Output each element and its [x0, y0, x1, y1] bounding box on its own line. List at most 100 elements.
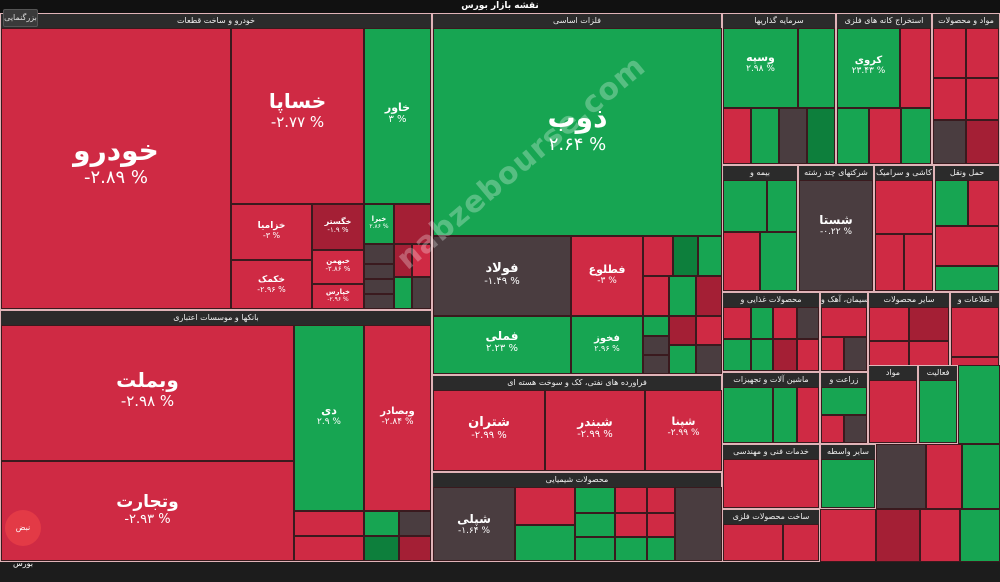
tile-cem-2[interactable]	[821, 337, 844, 371]
tile-metal-small-6[interactable]	[696, 276, 722, 316]
tile-inv-2[interactable]	[798, 28, 835, 108]
tile-shasta[interactable]: شستا -۰.۲۲ %	[799, 180, 873, 291]
tile-ph-1[interactable]	[869, 380, 917, 443]
tile-paper-2[interactable]	[966, 28, 999, 78]
tile-food-4[interactable]	[797, 307, 819, 339]
tile-paper-5[interactable]	[933, 120, 966, 164]
tile-metal-small-9[interactable]	[643, 355, 669, 374]
tile-min-3[interactable]	[837, 108, 869, 164]
tile-tr-2[interactable]	[968, 180, 999, 226]
tile-cem-1[interactable]	[821, 307, 867, 337]
tile-metal-small-3[interactable]	[698, 236, 722, 276]
tile-metal-small-8[interactable]	[643, 336, 669, 355]
tile-wood-1[interactable]	[723, 524, 783, 561]
tile-extra-2[interactable]	[876, 444, 926, 509]
tile-fakhooz[interactable]: فخوز ۲.۹۶ %	[571, 316, 643, 374]
tile-extra-4[interactable]	[962, 444, 1000, 509]
tile-metal-small-5[interactable]	[669, 276, 696, 316]
tile-agr-3[interactable]	[844, 415, 867, 443]
tile-metal-small-10[interactable]	[669, 316, 696, 345]
tile-bank-small-1[interactable]	[294, 511, 364, 536]
tile-tile-1[interactable]	[875, 180, 933, 234]
tile-paper-3[interactable]	[933, 78, 966, 120]
tile-fetolo[interactable]: فطلوع -۳ %	[571, 236, 643, 316]
tile-re-1[interactable]	[919, 380, 957, 443]
tile-op-2[interactable]	[909, 307, 949, 341]
tile-metal-small-13[interactable]	[696, 345, 722, 374]
tile-min-4[interactable]	[869, 108, 901, 164]
tile-mac-3[interactable]	[797, 387, 819, 443]
tile-wood-2[interactable]	[783, 524, 819, 561]
tile-inv-4[interactable]	[751, 108, 779, 164]
tile-eng-1[interactable]	[723, 459, 819, 508]
tile-ins-1[interactable]	[723, 180, 767, 232]
tile-ins-2[interactable]	[767, 180, 797, 232]
tile-tile-3[interactable]	[904, 234, 933, 291]
tile-chem-12[interactable]	[675, 487, 722, 561]
tile-chem-9[interactable]	[647, 487, 675, 513]
tile-auto-small-3[interactable]	[364, 264, 394, 279]
tile-chem-8[interactable]	[615, 537, 647, 561]
tile-food-1[interactable]	[723, 307, 751, 339]
tile-foolad[interactable]: فولاد -۱.۴۹ %	[433, 236, 571, 316]
tile-chem-7[interactable]	[615, 513, 647, 537]
tile-extra-7[interactable]	[920, 509, 960, 562]
tile-extra-5[interactable]	[820, 509, 876, 562]
tile-shepli[interactable]: شپلی -۱.۶۴ %	[433, 487, 515, 561]
tile-extra-1[interactable]	[958, 365, 1000, 444]
tile-chem-11[interactable]	[647, 537, 675, 561]
tile-inv-3[interactable]	[723, 108, 751, 164]
tile-vebsader[interactable]: وبصادر -۲.۸۴ %	[364, 325, 431, 511]
tile-shetran[interactable]: شتران -۲.۹۹ %	[433, 390, 545, 471]
tile-food-8[interactable]	[797, 339, 819, 371]
tile-auto-small-9[interactable]	[412, 277, 431, 309]
tile-kharis[interactable]: خپارس -۲.۹۶ %	[312, 284, 364, 309]
tile-tr-4[interactable]	[935, 266, 999, 291]
tile-bank-small-4[interactable]	[364, 536, 399, 561]
tile-food-2[interactable]	[751, 307, 773, 339]
tile-auto-small-5[interactable]	[364, 294, 394, 309]
tile-metal-small-1[interactable]	[643, 236, 673, 276]
tile-di[interactable]: دی ۲.۹ %	[294, 325, 364, 511]
tile-auto-small-8[interactable]	[394, 277, 412, 309]
tile-khazamia[interactable]: خزامیا -۳ %	[231, 204, 312, 260]
tile-min-5[interactable]	[901, 108, 931, 164]
tile-min-2[interactable]	[900, 28, 931, 108]
tile-cem-3[interactable]	[844, 337, 867, 371]
tile-auto-small-4[interactable]	[364, 279, 394, 294]
tile-food-5[interactable]	[723, 339, 751, 371]
tile-mac-1[interactable]	[723, 387, 773, 443]
tile-auto-small-6[interactable]	[394, 244, 412, 277]
tile-chem-1[interactable]	[515, 487, 575, 525]
tile-fameli[interactable]: فملی ۲.۲۳ %	[433, 316, 571, 374]
tile-paper-4[interactable]	[966, 78, 999, 120]
tile-metal-small-2[interactable]	[673, 236, 698, 276]
tile-auto-small-1[interactable]	[394, 204, 431, 244]
tile-khapa[interactable]: خساپا -۲.۷۷ %	[231, 28, 364, 204]
tile-bank-small-6[interactable]	[399, 536, 431, 561]
tile-ins-3[interactable]	[723, 232, 760, 291]
tile-chem-6[interactable]	[615, 487, 647, 513]
tile-extra-8[interactable]	[960, 509, 1000, 562]
tile-chem-2[interactable]	[515, 525, 575, 561]
tile-metal-small-12[interactable]	[669, 345, 696, 374]
tile-bank-small-3[interactable]	[364, 511, 399, 536]
tile-chem-3[interactable]	[575, 487, 615, 513]
tile-auto-small-2[interactable]	[364, 244, 394, 264]
tile-paper-6[interactable]	[966, 120, 999, 164]
tile-op-1[interactable]	[869, 307, 909, 341]
tile-paper-1[interactable]	[933, 28, 966, 78]
tile-khodro[interactable]: خودرو -۲.۸۹ %	[1, 28, 231, 309]
tile-khakoo[interactable]: خکمک -۲.۹۶ %	[231, 260, 312, 309]
tile-vetejarat[interactable]: وتجارت -۲.۹۳ %	[1, 461, 294, 561]
tile-it-1[interactable]	[951, 307, 999, 357]
tile-metal-small-11[interactable]	[696, 316, 722, 345]
tile-kerovi[interactable]: کروی ۲۳.۴۳ %	[837, 28, 900, 108]
tile-agr-2[interactable]	[821, 415, 844, 443]
tile-inv-5[interactable]	[779, 108, 807, 164]
tile-mac-2[interactable]	[773, 387, 797, 443]
tile-chem-4[interactable]	[575, 513, 615, 537]
tile-vebmellat[interactable]: وبملت -۲.۹۸ %	[1, 325, 294, 461]
tile-chem-10[interactable]	[647, 513, 675, 537]
tile-metal-small-4[interactable]	[643, 276, 669, 316]
